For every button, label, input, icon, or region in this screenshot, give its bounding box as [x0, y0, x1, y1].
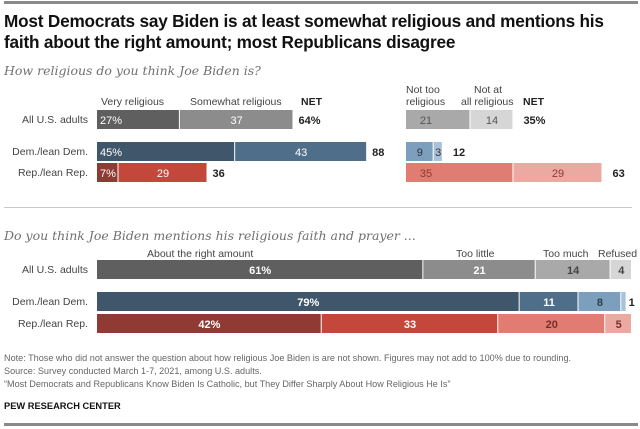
bar2-series-2-row-0 [535, 260, 610, 279]
bar2-series-1-row-0 [423, 260, 535, 279]
row-label-all-adults-2: All U.S. adults [22, 264, 88, 276]
bar2-series-0-row-0 [97, 260, 423, 279]
bar-label-right-0-row-0: 21 [420, 115, 432, 127]
bar-right-1-row-1 [433, 142, 442, 161]
bar2-label-0-row-2: 42% [198, 319, 220, 331]
bar-left-0-row-1 [97, 142, 235, 161]
header-not-at-all-line2: all religious [461, 96, 514, 108]
bar2-series-3-row-1 [621, 292, 626, 311]
question-religiosity: How religious do you think Joe Biden is? [4, 63, 261, 78]
row-label-rep-1: Rep./lean Rep. [17, 167, 88, 179]
bar-label-right-0-row-2: 35 [420, 168, 432, 180]
bar2-series-2-row-2 [498, 314, 605, 333]
row-label-rep-2: Rep./lean Rep. [17, 318, 88, 330]
bar2-label-3-row-0: 4 [618, 265, 625, 277]
bar2-label-3-row-1: 1 [629, 297, 635, 309]
net-right-row-0: 35% [523, 115, 545, 127]
net-left-row-2: 36 [213, 168, 225, 180]
header-net-left: NET [301, 96, 322, 108]
bar-left-1-row-2 [118, 163, 207, 182]
source-text: Source: Survey conducted March 1-7, 2021… [4, 366, 262, 376]
bar-left-0-row-2 [97, 163, 118, 182]
bar2-series-1-row-2 [321, 314, 498, 333]
bar2-label-0-row-1: 79% [297, 297, 319, 309]
row-label-dem-2: Dem./lean Dem. [12, 296, 88, 308]
bar2-label-1-row-0: 21 [473, 265, 485, 277]
bar-left-1-row-0 [179, 110, 293, 129]
bar2-series-0-row-1 [97, 292, 519, 311]
bar2-series-1-row-1 [519, 292, 578, 311]
bar-label-left-0-row-0: 27% [100, 115, 122, 127]
bar-left-0-row-0 [97, 110, 179, 129]
row-label-all-adults-1: All U.S. adults [22, 114, 88, 126]
bar-label-right-1-row-1: 3 [435, 147, 441, 159]
bar-label-left-1-row-2: 29 [157, 168, 169, 180]
net-left-row-1: 88 [372, 147, 384, 159]
bar2-label-1-row-2: 33 [404, 319, 416, 331]
header-too-much: Too much [543, 248, 589, 260]
header-net-right: NET [523, 96, 544, 108]
bar2-label-1-row-1: 11 [543, 297, 555, 309]
chart-title: Most Democrats say Biden is at least som… [4, 11, 604, 52]
bar-right-0-row-2 [406, 163, 513, 182]
bar2-label-2-row-1: 8 [597, 297, 603, 309]
bar2-label-0-row-0: 61% [249, 265, 271, 277]
bar-label-left-1-row-0: 37 [231, 115, 243, 127]
section-divider [4, 207, 632, 208]
bar-label-left-0-row-1: 45% [100, 147, 122, 159]
row-label-dem-1: Dem./lean Dem. [12, 146, 88, 158]
net-right-row-1: 12 [453, 147, 465, 159]
bar-right-1-row-2 [513, 163, 602, 182]
net-right-row-2: 63 [612, 168, 624, 180]
header-not-too-religious-line1: Not too [406, 84, 440, 96]
header-right-amount: About the right amount [147, 248, 254, 260]
header-not-at-all-line1: Not at [474, 84, 503, 96]
bar-left-1-row-1 [235, 142, 367, 161]
net-left-row-0: 64% [298, 115, 320, 127]
bar2-series-0-row-2 [97, 314, 321, 333]
pew-research-center-logo: PEW RESEARCH CENTER [4, 401, 121, 411]
bar2-label-2-row-0: 14 [567, 265, 580, 277]
header-refused: Refused [598, 248, 638, 260]
question-mentions-faith: Do you think Joe Biden mentions his reli… [4, 228, 416, 243]
note-text: Note: Those who did not answer the quest… [4, 353, 572, 363]
bar2-series-2-row-1 [578, 292, 621, 311]
top-rule [4, 1, 638, 4]
bar-right-0-row-0 [406, 110, 470, 129]
bar-label-right-0-row-1: 9 [417, 147, 423, 159]
bar-label-right-1-row-2: 29 [552, 168, 564, 180]
bar2-series-3-row-0 [610, 260, 631, 279]
bar-label-left-0-row-2: 7% [100, 168, 116, 180]
bar-right-1-row-0 [470, 110, 513, 129]
header-very-religious: Very religious [101, 96, 165, 108]
bar2-series-3-row-2 [605, 314, 631, 333]
bar-right-0-row-1 [406, 142, 433, 161]
header-somewhat-religious: Somewhat religious [190, 96, 282, 108]
bar2-label-2-row-2: 20 [546, 319, 558, 331]
bar-label-left-1-row-1: 43 [295, 147, 307, 159]
report-title-text: “Most Democrats and Republicans Know Bid… [4, 379, 451, 389]
header-not-too-religious-line2: religious [406, 96, 446, 108]
bar2-label-3-row-2: 5 [616, 319, 622, 331]
bar-label-right-1-row-0: 14 [486, 115, 498, 127]
header-too-little: Too little [456, 248, 495, 260]
bottom-rule [4, 423, 638, 426]
